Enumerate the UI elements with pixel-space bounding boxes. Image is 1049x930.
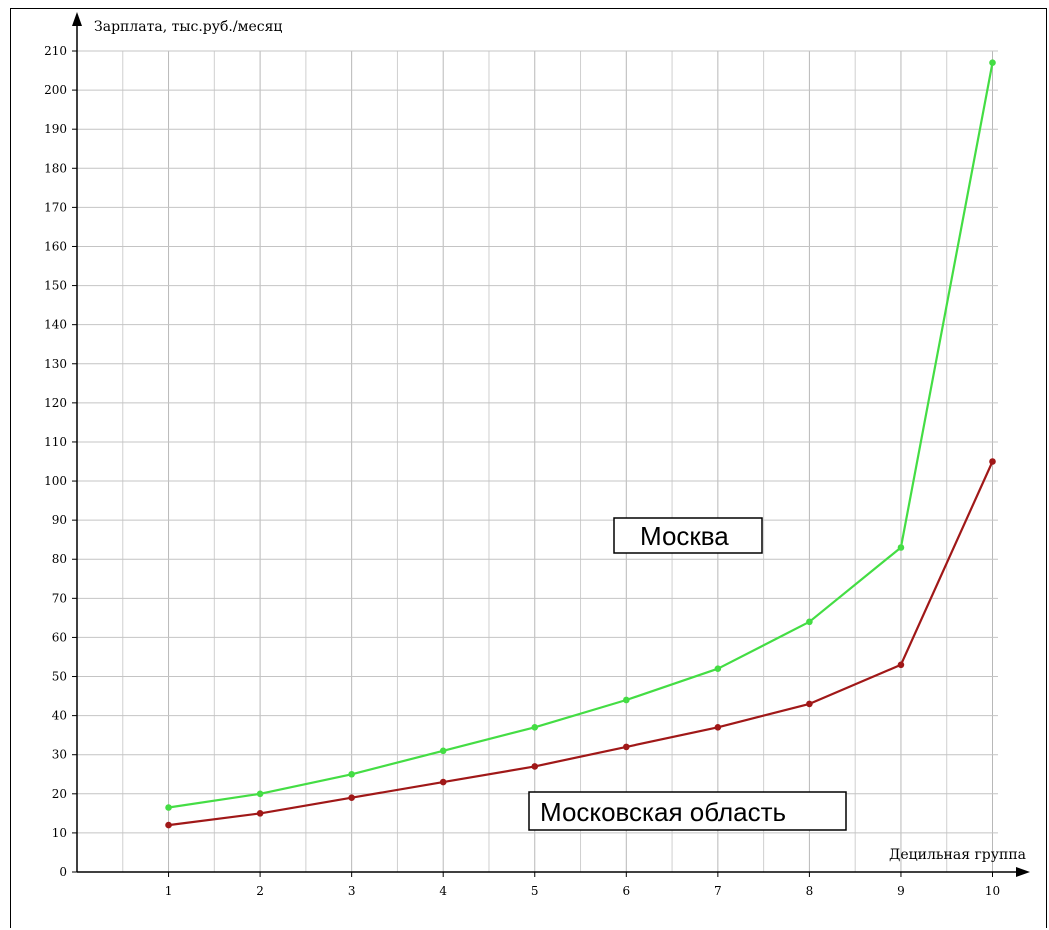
x-tick-label: 10 <box>985 884 1000 898</box>
y-tick-label: 100 <box>44 474 67 488</box>
y-tick-label: 60 <box>52 630 67 644</box>
data-point <box>897 661 905 669</box>
y-tick-label: 180 <box>44 161 67 175</box>
y-tick-label: 150 <box>44 279 67 293</box>
x-tick-label: 5 <box>531 884 539 898</box>
y-tick-label: 50 <box>52 670 67 684</box>
x-tick-label: 1 <box>165 884 173 898</box>
y-tick-label: 170 <box>44 200 67 214</box>
y-axis-arrow-icon <box>72 12 82 26</box>
data-point <box>806 618 813 626</box>
minor-grid <box>122 51 948 872</box>
data-point <box>256 810 264 817</box>
axes <box>72 12 1030 877</box>
data-point <box>348 770 355 778</box>
y-tick-label: 130 <box>44 357 67 371</box>
y-axis-title: Зарплата, тыс.руб./месяц <box>94 19 282 35</box>
data-point <box>623 696 630 704</box>
y-tick-label: 200 <box>44 83 67 97</box>
x-tick-labels: 1 2 3 4 5 6 7 8 9 10 <box>165 872 1000 898</box>
y-tick-label: 70 <box>52 591 67 605</box>
x-tick-label: 8 <box>806 884 814 898</box>
data-point <box>714 724 722 731</box>
data-point <box>439 778 447 786</box>
series-line-0 <box>168 62 994 809</box>
x-tick-label: 6 <box>622 884 630 898</box>
y-tick-label: 20 <box>52 787 67 801</box>
x-tick-label: 9 <box>897 884 905 898</box>
series-label-moscow-text: Москва <box>640 521 729 551</box>
data-point <box>256 790 264 798</box>
data-point <box>531 724 539 731</box>
data-point <box>897 544 905 551</box>
data-point <box>806 700 813 708</box>
data-point <box>439 747 447 755</box>
x-tick-label: 3 <box>348 884 356 898</box>
y-tick-label: 80 <box>52 552 67 566</box>
y-tick-label: 210 <box>44 44 67 58</box>
data-point <box>531 763 539 770</box>
data-point <box>989 458 996 465</box>
x-axis-title: Децильная группа <box>889 847 1026 863</box>
y-tick-label: 30 <box>52 748 67 762</box>
x-tick-label: 7 <box>714 884 722 898</box>
major-grid <box>77 50 998 872</box>
data-point <box>165 804 172 811</box>
series-lines <box>165 59 996 829</box>
data-point <box>714 665 722 673</box>
y-tick-label: 190 <box>44 122 67 136</box>
chart-frame <box>10 8 1047 928</box>
data-point <box>623 743 630 751</box>
series-label-moscow-region-text: Московская область <box>540 797 786 827</box>
series-label-moscow: Москва <box>613 517 763 554</box>
y-tick-label: 40 <box>52 709 67 723</box>
y-tick-label: 110 <box>44 435 67 449</box>
y-tick-label: 90 <box>52 513 67 527</box>
x-axis-arrow-icon <box>1016 867 1030 877</box>
series-line-1 <box>168 461 994 827</box>
data-point <box>989 59 996 67</box>
y-tick-label: 0 <box>59 865 67 879</box>
y-tick-label: 160 <box>44 239 67 253</box>
y-tick-label: 120 <box>44 396 67 410</box>
x-tick-label: 2 <box>256 884 264 898</box>
x-tick-label: 4 <box>439 884 447 898</box>
y-tick-label: 140 <box>44 318 67 332</box>
y-tick-label: 10 <box>52 826 67 840</box>
data-point <box>348 794 355 802</box>
y-tick-labels: 0 10 20 30 40 50 60 70 80 90 100 110 120 130 140 150 160… <box>44 44 77 879</box>
series-label-moscow-region: Московская область <box>528 791 847 831</box>
data-point <box>165 821 172 829</box>
